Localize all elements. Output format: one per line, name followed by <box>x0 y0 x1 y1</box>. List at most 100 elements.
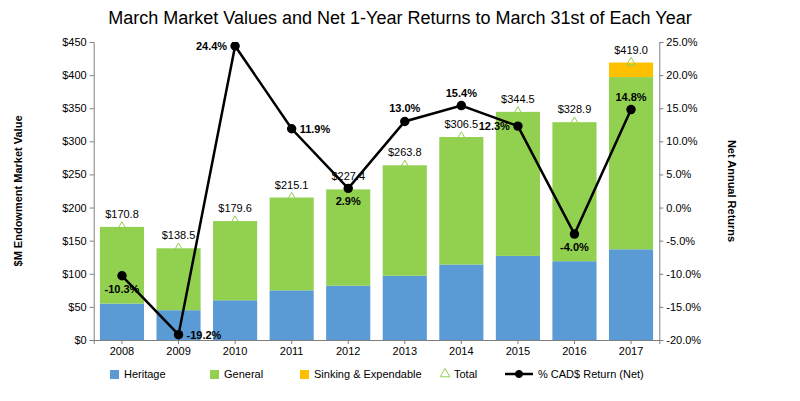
legend-label: General <box>224 368 263 380</box>
legend-swatch <box>300 370 309 379</box>
legend-item: % CAD$ Return (Net) <box>505 368 644 380</box>
legend-label: Sinking & Expendable <box>314 368 422 380</box>
tick-label: $400 <box>62 69 86 81</box>
tick-mark <box>348 340 349 344</box>
marker <box>400 160 409 168</box>
marker <box>457 101 466 110</box>
marker <box>626 57 635 65</box>
tick: 0.0% <box>659 202 691 214</box>
tick: $150 <box>62 235 93 247</box>
data-label: -19.2% <box>187 329 222 341</box>
tick-label: 15.0% <box>666 102 697 114</box>
marker <box>117 271 126 280</box>
bar <box>270 290 314 340</box>
tick: -10.0% <box>659 268 701 280</box>
tick-mark <box>90 307 94 308</box>
tick: -20.0% <box>659 334 701 346</box>
tick: -15.0% <box>659 301 701 313</box>
tick: 2009 <box>166 340 190 357</box>
legend-swatch <box>110 370 119 379</box>
bar <box>270 197 314 198</box>
tick: 2011 <box>280 340 304 357</box>
data-label: $419.0 <box>614 44 648 56</box>
tick-mark <box>90 42 94 43</box>
tick: $0 <box>74 334 93 346</box>
tick-label: $200 <box>62 202 86 214</box>
tick: 2015 <box>506 340 530 357</box>
tick-mark <box>659 75 663 76</box>
chart: March Market Values and Net 1-Year Retur… <box>0 0 800 401</box>
tick: 10.0% <box>659 135 697 147</box>
bar <box>496 111 540 112</box>
legend-marker <box>440 368 450 376</box>
tick-label: $300 <box>62 135 86 147</box>
y-axis-title: $M Endowment Market Value <box>12 116 24 267</box>
tick-label: -10.0% <box>666 268 701 280</box>
legend: Heritage General Sinking & Expendable Total… <box>110 368 644 380</box>
tick: $250 <box>62 168 93 180</box>
marker <box>287 192 296 200</box>
data-label: 12.3% <box>479 120 510 132</box>
data-label: 14.8% <box>615 91 646 103</box>
bar <box>552 122 596 261</box>
tick: 2013 <box>393 340 417 357</box>
tick: 2010 <box>223 340 247 357</box>
tick-mark <box>291 340 292 344</box>
bar <box>100 226 144 227</box>
marker <box>570 229 579 238</box>
bar <box>213 221 257 222</box>
tick-label: 2016 <box>562 345 586 357</box>
bar <box>609 77 653 249</box>
marker <box>174 330 183 339</box>
bar <box>383 165 427 166</box>
legend-label: Total <box>454 368 477 380</box>
tick-mark <box>659 108 663 109</box>
legend-item: General <box>210 368 263 380</box>
tick-label: 2017 <box>619 345 643 357</box>
tick-label: 2010 <box>223 345 247 357</box>
bar <box>100 227 144 304</box>
tick-mark <box>90 340 94 341</box>
bar-series <box>100 77 653 310</box>
tick: $350 <box>62 102 93 114</box>
marker <box>287 124 296 133</box>
tick: 2014 <box>449 340 473 357</box>
x-axis: 2008200920102011201220132014201520162017 <box>94 340 660 357</box>
bar <box>439 265 483 340</box>
legend-label: Heritage <box>124 368 166 380</box>
tick: 2017 <box>619 340 643 357</box>
marker <box>230 42 239 51</box>
tick-mark <box>517 340 518 344</box>
marker <box>344 184 353 193</box>
data-label: 2.9% <box>336 195 361 207</box>
bar-series <box>100 249 653 340</box>
tick-mark <box>461 340 462 344</box>
tick-label: -5.0% <box>666 235 695 247</box>
tick-label: 20.0% <box>666 69 697 81</box>
tick-mark <box>404 340 405 344</box>
data-label: $306.5 <box>445 118 479 130</box>
bar <box>213 221 257 300</box>
bar <box>383 276 427 340</box>
bar <box>439 137 483 264</box>
tick: 5.0% <box>659 168 691 180</box>
data-label: $179.6 <box>218 202 252 214</box>
axis-line <box>90 43 95 341</box>
tick-label: $0 <box>74 334 86 346</box>
legend-swatch <box>210 370 219 379</box>
data-label: $328.9 <box>558 103 592 115</box>
legend-item: Sinking & Expendable <box>300 368 422 380</box>
tick-label: $450 <box>62 36 86 48</box>
marker <box>457 132 466 140</box>
tick-label: 2009 <box>166 345 190 357</box>
tick-label: $350 <box>62 102 86 114</box>
legend-item: Heritage <box>110 368 166 380</box>
tick-mark <box>121 340 122 344</box>
tick-mark <box>178 340 179 344</box>
marker <box>513 107 522 115</box>
tick-mark <box>659 141 663 142</box>
marker <box>570 117 579 125</box>
tick-mark <box>90 274 94 275</box>
tick-label: 2013 <box>393 345 417 357</box>
y2-axis: -20.0% -15.0% -10.0% -5.0% 0.0% 5.0% 10.0% 15.0… <box>659 36 701 346</box>
